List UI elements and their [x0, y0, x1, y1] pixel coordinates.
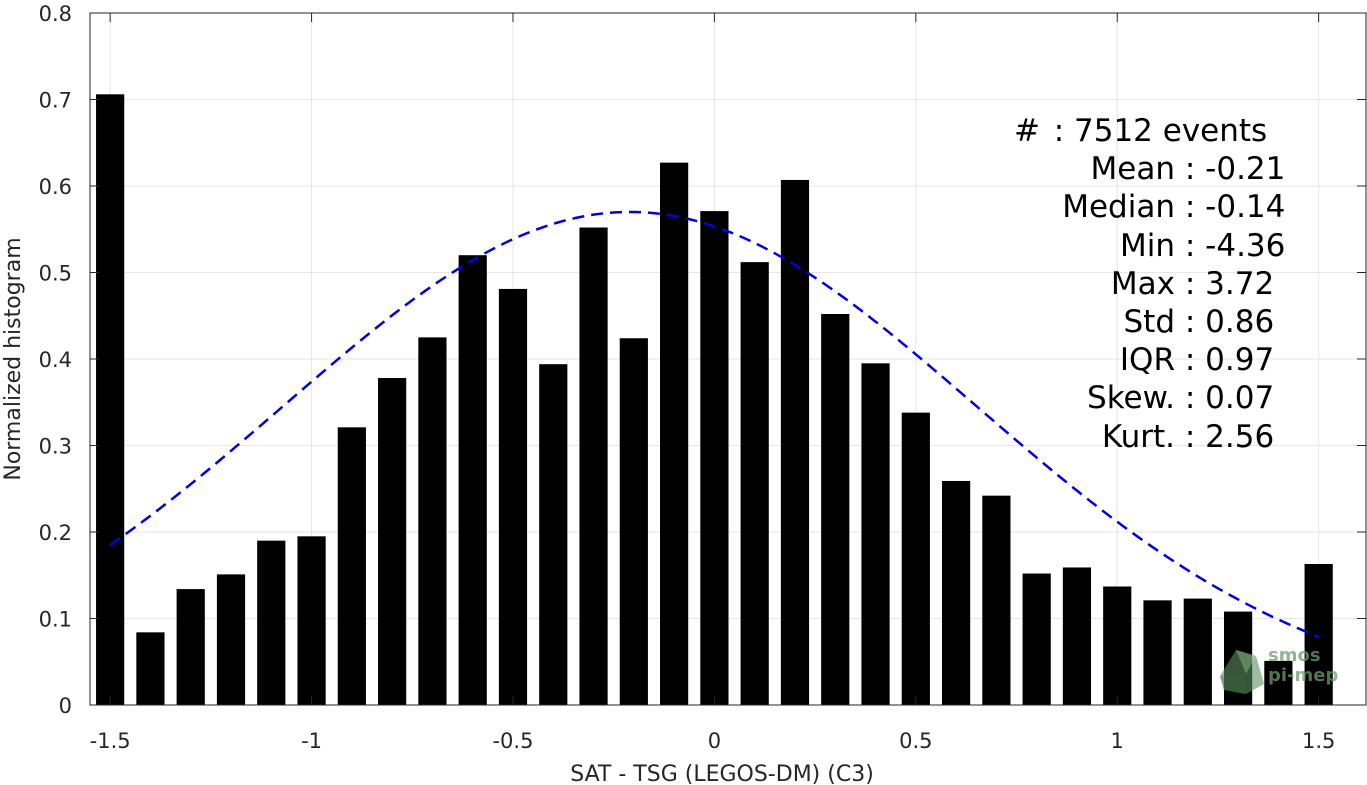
- stat-label: Median: [1062, 189, 1175, 226]
- stat-label: Kurt.: [1101, 418, 1175, 455]
- histogram-bar: [418, 337, 447, 705]
- stat-label: Min: [1119, 227, 1175, 264]
- watermark-text: smos pi-mep: [1268, 646, 1338, 686]
- histogram-bar: [1304, 564, 1333, 705]
- histogram-bar: [539, 364, 568, 705]
- stat-value: 2.56: [1205, 418, 1275, 455]
- stat-separator: :: [1175, 303, 1206, 340]
- x-tick-label: -1.5: [90, 729, 131, 753]
- stat-label: #: [1014, 113, 1040, 149]
- histogram-bar: [378, 378, 407, 705]
- histogram-bar: [901, 412, 930, 705]
- histogram-bar: [337, 427, 366, 705]
- histogram-bar: [1264, 660, 1293, 705]
- stat-separator: :: [1175, 189, 1206, 226]
- y-axis-label: Normalized histogram: [1, 237, 26, 480]
- stat-row: Median : -0.14: [1000, 188, 1290, 226]
- histogram-bar: [96, 94, 125, 705]
- stat-value: -4.36: [1205, 227, 1286, 264]
- histogram-bar: [297, 536, 326, 705]
- histogram-bar: [498, 288, 528, 705]
- histogram-bar: [1022, 573, 1051, 705]
- stat-row: Max : 3.72: [1000, 265, 1290, 303]
- y-tick-label: 0.8: [39, 2, 72, 26]
- y-tick-label: 0.3: [39, 435, 72, 459]
- stat-row: IQR : 0.97: [1000, 341, 1290, 379]
- stat-value: 3.72: [1205, 265, 1275, 302]
- histogram-bar: [1183, 598, 1212, 705]
- x-tick-label: 1: [1111, 729, 1124, 753]
- stat-value: -0.14: [1205, 189, 1286, 226]
- stat-row: Mean : -0.21: [1000, 150, 1290, 188]
- y-tick-labels: 0 0.1 0.2 0.3 0.4 0.5 0.6 0.7 0.8: [39, 2, 72, 718]
- histogram-bar: [700, 211, 729, 705]
- stat-label: Mean: [1090, 151, 1175, 188]
- stat-label: IQR: [1119, 342, 1175, 379]
- y-tick-label: 0.4: [39, 348, 72, 372]
- stat-separator: :: [1175, 342, 1206, 379]
- watermark-line2: pi-mep: [1268, 665, 1339, 686]
- stat-separator: :: [1175, 265, 1206, 302]
- stat-value: -0.21: [1205, 151, 1286, 188]
- axis-ticks: [90, 12, 1366, 706]
- watermark-line1: smos: [1268, 645, 1321, 666]
- y-tick-label: 0.7: [39, 89, 72, 113]
- gaussian-fit-line: [109, 210, 1320, 638]
- watermark-logo-icon: [1220, 650, 1264, 694]
- stat-row: Skew. : 0.07: [1000, 379, 1290, 417]
- histogram-bar: [257, 540, 286, 705]
- histogram-bar: [780, 179, 810, 705]
- histogram-bars: [96, 94, 1333, 705]
- stat-value: 7512 events: [1074, 113, 1268, 149]
- stat-value: 0.07: [1205, 380, 1275, 417]
- stat-label: Skew.: [1087, 380, 1175, 417]
- stat-value: 0.97: [1205, 342, 1275, 379]
- histogram-bar: [136, 632, 165, 705]
- x-tick-label: 0: [708, 729, 721, 753]
- stat-separator: :: [1175, 418, 1206, 455]
- stat-row: # : 7512 events: [1000, 112, 1290, 150]
- stat-separator: :: [1175, 380, 1206, 417]
- stat-label: Max: [1110, 265, 1175, 302]
- histogram-bar: [740, 262, 769, 705]
- x-tick-label: -0.5: [492, 729, 533, 753]
- stat-separator: :: [1175, 151, 1206, 188]
- y-tick-label: 0: [59, 694, 72, 718]
- stat-row: Std : 0.86: [1000, 303, 1290, 341]
- stat-value: 0.86: [1205, 303, 1275, 340]
- histogram-bar: [216, 574, 246, 705]
- histogram-bar: [942, 480, 971, 705]
- histogram-bar: [458, 255, 487, 705]
- histogram-bar: [176, 589, 205, 705]
- smos-pi-mep-watermark: smos pi-mep: [1216, 646, 1356, 696]
- x-tick-label: 1.5: [1302, 729, 1335, 753]
- histogram-bar: [619, 338, 648, 705]
- histogram-bar: [1062, 567, 1092, 705]
- x-tick-labels: -1.5 -1 -0.5 0 0.5 1 1.5: [90, 729, 1336, 753]
- histogram-bar: [821, 314, 850, 705]
- y-tick-label: 0.5: [39, 262, 72, 286]
- x-axis-label: SAT - TSG (LEGOS-DM) (C3): [570, 762, 874, 785]
- stat-row: Kurt. : 2.56: [1000, 418, 1290, 456]
- x-tick-label: 0.5: [899, 729, 932, 753]
- stat-separator: :: [1175, 227, 1206, 264]
- gaussian-fit-curve: [109, 210, 1320, 638]
- y-tick-label: 0.2: [39, 521, 72, 545]
- histogram-bar: [1103, 586, 1132, 705]
- histogram-bar: [660, 162, 689, 705]
- stat-label: Std: [1123, 303, 1175, 340]
- y-tick-label: 0.6: [39, 175, 72, 199]
- stat-separator: :: [1034, 113, 1075, 149]
- histogram-bar: [1143, 600, 1172, 705]
- statistics-panel: # : 7512 events Mean : -0.21 Median : -0.1…: [1000, 112, 1290, 456]
- x-tick-label: -1: [301, 729, 322, 753]
- y-tick-label: 0.1: [39, 608, 72, 632]
- stat-row: Min : -4.36: [1000, 227, 1290, 265]
- histogram-bar: [982, 495, 1011, 705]
- histogram-bar: [861, 363, 890, 705]
- histogram-bar: [579, 227, 608, 705]
